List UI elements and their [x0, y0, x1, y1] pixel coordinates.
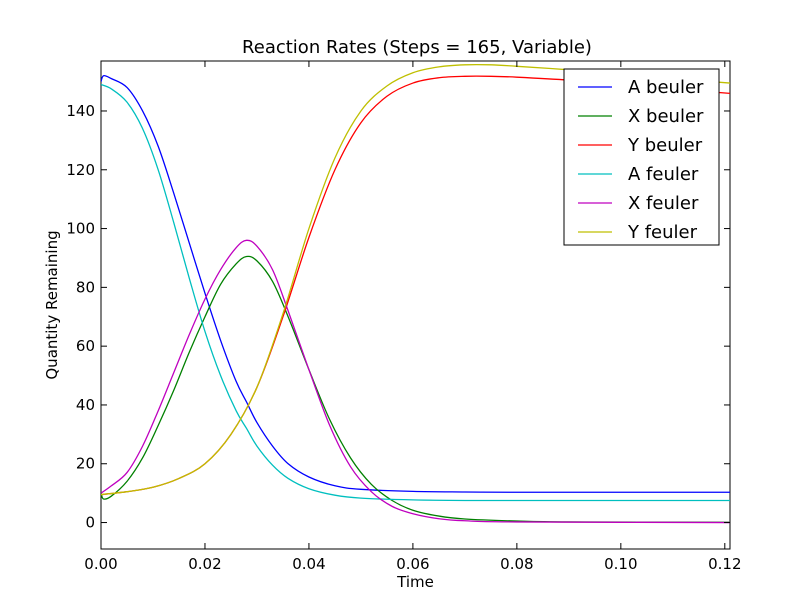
legend-label: Y beuler — [627, 135, 703, 156]
y-tick-label: 120 — [66, 161, 95, 179]
chart-title: Reaction Rates (Steps = 165, Variable) — [242, 37, 592, 58]
legend-label: X beuler — [628, 106, 704, 127]
series-line-y-feuler — [101, 63, 730, 496]
axes-frame — [100, 60, 731, 550]
legend-label: Y feuler — [627, 222, 698, 243]
x-axis-label: Time — [396, 573, 434, 591]
y-ticks: 0 20 40 60 80 100 120 140 — [66, 102, 730, 532]
x-tick-label: 0.12 — [708, 555, 741, 573]
y-tick-label: 20 — [76, 455, 95, 473]
x-ticks: 0.00 0.02 0.04 0.06 0.08 0.10 0.12 — [84, 61, 742, 573]
plot-area: 0.00 0.02 0.04 0.06 0.08 0.10 0.12 0 20 40 60 80 10… — [66, 60, 742, 573]
y-axis-label: Quantity Remaining — [43, 230, 61, 379]
x-tick-label: 0.10 — [604, 555, 637, 573]
series-line-a-beuler — [101, 74, 730, 493]
series-lines — [101, 63, 730, 524]
legend-label: X feuler — [628, 193, 699, 214]
x-tick-label: 0.06 — [396, 555, 429, 573]
legend-label: A feuler — [628, 164, 699, 185]
y-tick-label: 0 — [85, 514, 95, 532]
series-line-x-feuler — [101, 239, 730, 524]
y-tick-label: 60 — [76, 337, 95, 355]
y-tick-label: 40 — [76, 396, 95, 414]
legend-box — [563, 68, 720, 246]
y-tick-label: 80 — [76, 278, 95, 296]
series-line-a-feuler — [101, 83, 730, 502]
x-tick-label: 0.04 — [292, 555, 325, 573]
y-tick-label: 100 — [66, 220, 95, 238]
x-tick-label: 0.00 — [84, 555, 117, 573]
x-tick-label: 0.02 — [188, 555, 221, 573]
y-tick-label: 140 — [66, 102, 95, 120]
x-tick-label: 0.08 — [500, 555, 533, 573]
legend-label: A beuler — [628, 77, 704, 98]
series-line-x-beuler — [101, 255, 730, 523]
legend: A beuler X beuler Y beuler A feuler X feuler… — [563, 68, 720, 246]
